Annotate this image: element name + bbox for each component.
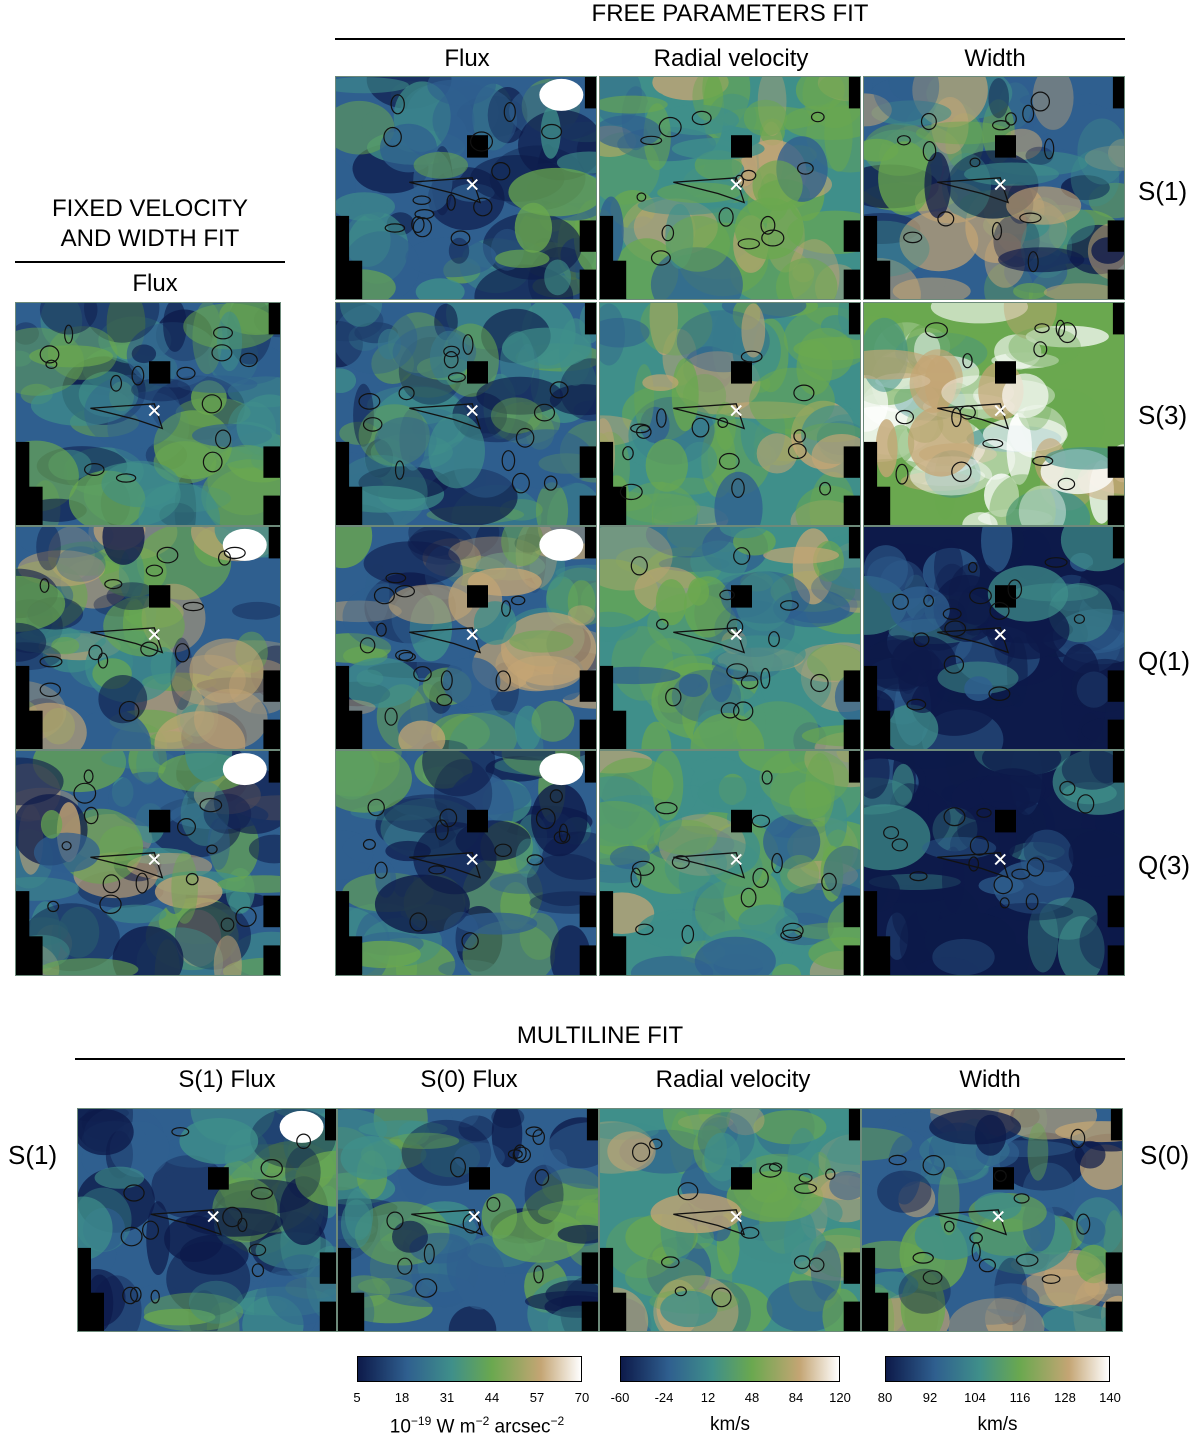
velocity-colorbar-tick: -24: [654, 1390, 674, 1405]
velocity-colorbar-tick: 12: [700, 1390, 716, 1405]
width-colorbar: [885, 1356, 1110, 1382]
width-colorbar-tick: 116: [1009, 1390, 1031, 1405]
velocity-colorbar-unit: km/s: [709, 1414, 751, 1435]
flux-colorbar: [357, 1356, 582, 1382]
free-velocity-map-s1: [599, 76, 861, 300]
fixed-flux-map-q3: [15, 750, 281, 976]
flux-colorbar-tick: 31: [439, 1390, 455, 1405]
free-params-rule: [335, 38, 1125, 40]
col-header-multi-width: Width: [959, 1066, 1021, 1093]
fixed-flux-map-q1: [15, 526, 281, 750]
row-label-s1: S(1): [1138, 176, 1188, 206]
velocity-colorbar-tick: 84: [788, 1390, 804, 1405]
free-params-heading: FREE PARAMETERS FIT: [591, 0, 869, 27]
fixed-fit-heading-line2: AND WIDTH FIT: [60, 225, 240, 252]
row-label-multi-s1: S(1): [8, 1140, 58, 1170]
fixed-fit-heading: FIXED VELOCITY AND WIDTH FIT: [15, 194, 285, 254]
col-header-fixed-flux: Flux: [132, 270, 178, 297]
free-width-map-q1: [863, 526, 1125, 750]
flux-colorbar-tick: 18: [394, 1390, 410, 1405]
multiline-heading: MULTILINE FIT: [516, 1022, 684, 1049]
multi-width-map: [861, 1108, 1123, 1332]
free-velocity-map-s3: [599, 302, 861, 526]
fixed-flux-map-s3: [15, 302, 281, 526]
col-header-free-flux: Flux: [444, 45, 490, 72]
velocity-colorbar: [620, 1356, 840, 1382]
flux-colorbar-tick: 70: [574, 1390, 590, 1405]
col-header-multi-velocity: Radial velocity: [655, 1066, 811, 1093]
flux-colorbar-tick: 5: [353, 1390, 361, 1405]
multi-velocity-map: [599, 1108, 861, 1332]
free-flux-map-q1: [335, 526, 597, 750]
velocity-colorbar-tick: -60: [610, 1390, 630, 1405]
free-flux-map-s3: [335, 302, 597, 526]
row-label-s3: S(3): [1138, 400, 1188, 430]
col-header-multi-s1-flux: S(1) Flux: [178, 1066, 276, 1093]
col-header-multi-s0-flux: S(0) Flux: [420, 1066, 518, 1093]
free-velocity-map-q3: [599, 750, 861, 976]
free-width-map-s3: [863, 302, 1125, 526]
row-label-multi-s0: S(0): [1140, 1140, 1190, 1170]
row-label-q1: Q(1): [1138, 646, 1190, 676]
free-width-map-s1: [863, 76, 1125, 300]
free-flux-map-q3: [335, 750, 597, 976]
free-width-map-q3: [863, 750, 1125, 976]
width-colorbar-tick: 92: [922, 1390, 938, 1405]
velocity-colorbar-tick: 120: [829, 1390, 851, 1405]
velocity-colorbar-tick: 48: [744, 1390, 760, 1405]
multiline-rule: [75, 1058, 1125, 1060]
free-velocity-map-q1: [599, 526, 861, 750]
multi-s1-flux-map: [77, 1108, 337, 1332]
row-label-q3: Q(3): [1138, 850, 1190, 880]
col-header-free-width: Width: [964, 45, 1026, 72]
multi-s0-flux-map: [337, 1108, 599, 1332]
free-flux-map-s1: [335, 76, 597, 300]
fixed-fit-rule: [15, 261, 285, 263]
col-header-free-velocity: Radial velocity: [653, 45, 809, 72]
flux-colorbar-tick: 57: [529, 1390, 545, 1405]
flux-colorbar-tick: 44: [484, 1390, 500, 1405]
width-colorbar-unit: km/s: [977, 1414, 1018, 1435]
flux-colorbar-unit: 10−19 W m−2 arcsec−2: [389, 1414, 565, 1438]
width-colorbar-tick: 128: [1054, 1390, 1076, 1405]
width-colorbar-tick: 140: [1099, 1390, 1121, 1405]
width-colorbar-tick: 104: [964, 1390, 986, 1405]
fixed-fit-heading-line1: FIXED VELOCITY: [51, 195, 249, 222]
width-colorbar-tick: 80: [877, 1390, 893, 1405]
